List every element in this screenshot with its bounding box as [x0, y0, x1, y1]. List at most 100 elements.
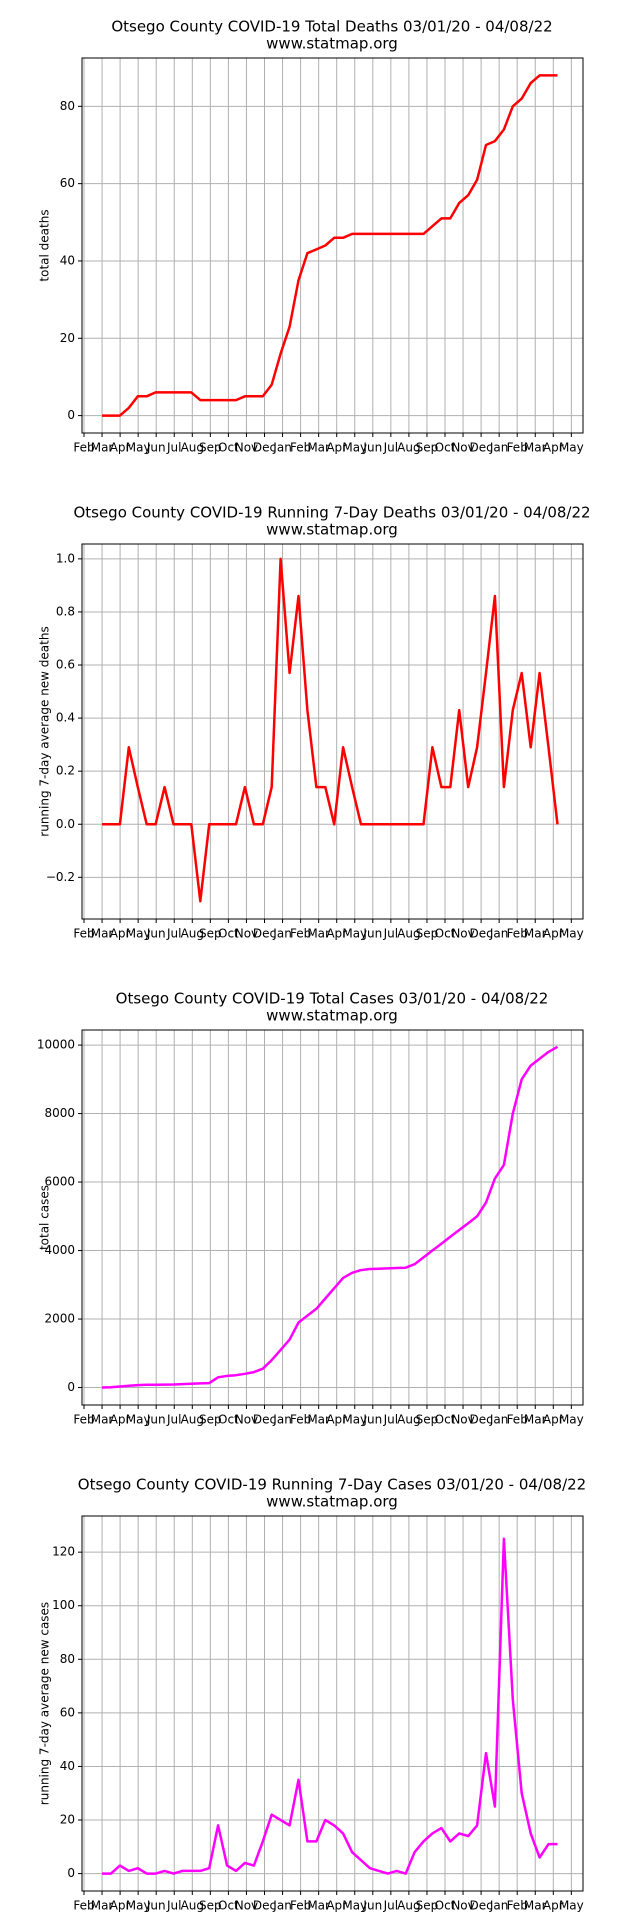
- x-tick-label: Mar: [307, 441, 330, 455]
- x-tick-label: Nov: [235, 1413, 258, 1427]
- x-tick-label: Jun: [362, 1899, 382, 1913]
- x-tick-label: Feb: [290, 927, 311, 941]
- y-tick-label: 100: [52, 1598, 75, 1612]
- y-tick-label: 120: [52, 1545, 75, 1559]
- x-tick-label: Mar: [524, 1413, 547, 1427]
- plot-frame: [81, 57, 584, 434]
- x-tick-label: Jun: [362, 1413, 382, 1427]
- x-tick-label: May: [126, 1413, 151, 1427]
- y-tick-label: 0.0: [56, 817, 75, 831]
- x-tick-label: May: [126, 1899, 151, 1913]
- x-tick-label: Apr: [543, 1899, 564, 1913]
- x-tick-label: Feb: [73, 1413, 94, 1427]
- x-tick-label: May: [126, 441, 151, 455]
- x-tick-label: Nov: [235, 441, 258, 455]
- x-tick-label: Mar: [524, 927, 547, 941]
- x-tick-label: Oct: [218, 1899, 239, 1913]
- chart-subtitle: www.statmap.org: [266, 1493, 398, 1511]
- x-tick-label: Jan: [272, 441, 292, 455]
- x-tick-label: Apr: [326, 1899, 347, 1913]
- chart-title: Otsego County COVID-19 Total Deaths 03/0…: [111, 18, 552, 36]
- chart-subtitle: www.statmap.org: [266, 1007, 398, 1025]
- x-tick-label: Feb: [73, 441, 94, 455]
- x-tick-label: Oct: [435, 927, 456, 941]
- x-tick-label: Jan: [272, 927, 292, 941]
- x-tick-label: May: [559, 1413, 584, 1427]
- x-tick-label: Apr: [110, 927, 131, 941]
- x-tick-label: Apr: [326, 1413, 347, 1427]
- chart-title: Otsego County COVID-19 Total Cases 03/01…: [116, 990, 549, 1008]
- x-tick-label: May: [559, 441, 584, 455]
- x-tick-label: Aug: [397, 1899, 420, 1913]
- x-tick-label: Dec: [253, 441, 276, 455]
- plot-frame: [81, 1515, 584, 1892]
- x-tick-label: Oct: [435, 441, 456, 455]
- x-tick-label: Aug: [181, 441, 204, 455]
- y-tick-label: 40: [60, 1759, 75, 1773]
- x-tick-label: May: [342, 927, 367, 941]
- x-tick-label: Apr: [110, 1413, 131, 1427]
- plot-frame: [81, 1029, 584, 1406]
- y-axis-label: total deaths: [38, 209, 52, 281]
- data-line: [102, 557, 559, 903]
- x-tick-label: Apr: [543, 1413, 564, 1427]
- y-tick-label: 2000: [44, 1312, 75, 1326]
- x-tick-label: Mar: [524, 441, 547, 455]
- x-tick-label: Jan: [272, 1899, 292, 1913]
- x-tick-label: Jan: [272, 1413, 292, 1427]
- x-tick-label: Nov: [451, 1899, 474, 1913]
- y-tick-label: 0: [67, 1866, 75, 1880]
- x-tick-label: Feb: [507, 927, 528, 941]
- x-tick-label: Apr: [543, 441, 564, 455]
- x-tick-label: Oct: [435, 1899, 456, 1913]
- x-tick-label: Feb: [507, 441, 528, 455]
- x-tick-label: Apr: [326, 441, 347, 455]
- y-tick-label: 80: [60, 1652, 75, 1666]
- y-tick-label: 10000: [37, 1038, 75, 1052]
- x-tick-label: Feb: [73, 1899, 94, 1913]
- chart-subtitle: www.statmap.org: [266, 521, 398, 539]
- x-tick-label: May: [559, 1899, 584, 1913]
- x-tick-label: Dec: [253, 1413, 276, 1427]
- y-axis-label: total cases: [38, 1185, 52, 1250]
- y-tick-label: 80: [60, 99, 75, 113]
- chart-title: Otsego County COVID-19 Running 7-Day Cas…: [78, 1476, 586, 1494]
- y-tick-label: 1.0: [56, 551, 75, 565]
- x-tick-label: Jan: [489, 1413, 509, 1427]
- y-tick-label: 0.6: [56, 658, 75, 672]
- plot-frame: [81, 543, 584, 920]
- x-tick-label: Dec: [469, 1413, 492, 1427]
- x-tick-label: May: [126, 927, 151, 941]
- y-tick-label: −0.2: [46, 870, 75, 884]
- x-tick-label: Jul: [166, 441, 181, 455]
- x-tick-label: Jan: [489, 1899, 509, 1913]
- x-tick-label: Mar: [524, 1899, 547, 1913]
- x-tick-label: Nov: [235, 927, 258, 941]
- x-tick-label: Mar: [91, 927, 114, 941]
- x-tick-label: Feb: [507, 1899, 528, 1913]
- y-tick-label: 4000: [44, 1243, 75, 1257]
- x-tick-label: Aug: [397, 441, 420, 455]
- x-tick-label: Nov: [451, 927, 474, 941]
- x-tick-label: Sep: [416, 1413, 439, 1427]
- x-tick-label: Mar: [307, 927, 330, 941]
- x-tick-label: Sep: [199, 1413, 222, 1427]
- x-tick-label: May: [342, 441, 367, 455]
- x-tick-label: Aug: [181, 1413, 204, 1427]
- x-tick-label: Sep: [199, 927, 222, 941]
- x-tick-label: Nov: [451, 441, 474, 455]
- x-tick-label: Oct: [218, 441, 239, 455]
- x-tick-label: Jul: [166, 1413, 181, 1427]
- x-tick-label: Apr: [326, 927, 347, 941]
- y-tick-label: 20: [60, 331, 75, 345]
- x-tick-label: Feb: [290, 441, 311, 455]
- y-tick-label: 0.8: [56, 604, 75, 618]
- x-tick-label: May: [342, 1899, 367, 1913]
- x-tick-label: Dec: [469, 927, 492, 941]
- y-tick-label: 0: [67, 1380, 75, 1394]
- y-tick-label: 60: [60, 1705, 75, 1719]
- y-tick-label: 20: [60, 1813, 75, 1827]
- x-tick-label: Apr: [110, 1899, 131, 1913]
